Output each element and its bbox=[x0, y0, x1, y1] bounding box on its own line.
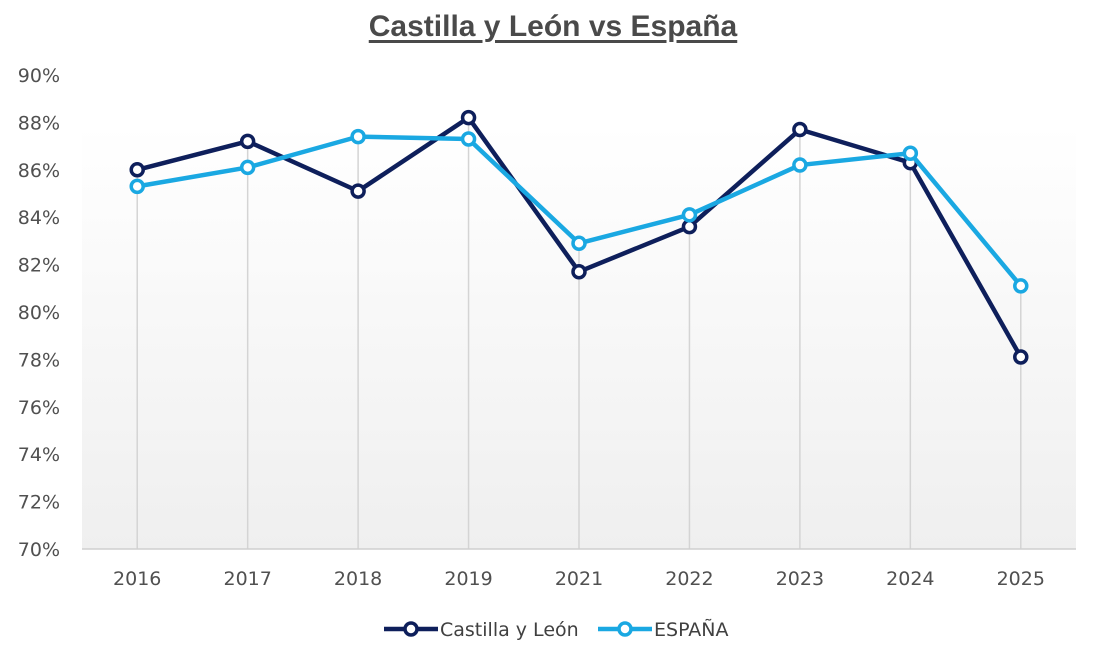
data-point bbox=[239, 159, 256, 176]
data-point bbox=[571, 263, 587, 280]
legend-item: ESPAÑA bbox=[598, 618, 729, 641]
x-tick-label: 2018 bbox=[334, 568, 382, 590]
gridlines bbox=[136, 117, 1022, 549]
data-point bbox=[1013, 278, 1029, 294]
y-tick-label: 90% bbox=[18, 65, 60, 87]
y-tick-label: 82% bbox=[18, 255, 60, 277]
data-point bbox=[129, 178, 145, 195]
legend-label: Castilla y León bbox=[440, 619, 579, 641]
chart-title: Castilla y León vs España bbox=[368, 10, 738, 43]
series bbox=[129, 109, 1029, 365]
x-tick-label: 2024 bbox=[886, 568, 934, 590]
data-point bbox=[571, 235, 587, 252]
legend-item: Castilla y León bbox=[384, 619, 579, 641]
series-2 bbox=[129, 128, 1029, 294]
x-tick-label: 2025 bbox=[997, 568, 1045, 590]
data-point bbox=[460, 109, 477, 126]
data-point bbox=[792, 121, 808, 138]
y-tick-label: 70% bbox=[18, 539, 60, 561]
y-tick-label: 80% bbox=[18, 302, 60, 324]
x-tick-label: 2019 bbox=[444, 568, 492, 590]
axes: 70% 72% 74% 76% 78% 80% 82% 84% 86% 88% 90% 2016 201… bbox=[18, 65, 1076, 590]
data-point bbox=[350, 128, 366, 145]
legend: Castilla y León ESPAÑA bbox=[384, 618, 729, 641]
data-point bbox=[129, 162, 145, 178]
y-tick-label: 78% bbox=[18, 349, 60, 371]
data-point bbox=[1013, 349, 1029, 365]
y-tick-label: 88% bbox=[18, 112, 60, 134]
legend-marker bbox=[617, 621, 633, 637]
y-tick-label: 86% bbox=[18, 160, 60, 182]
x-tick-label: 2016 bbox=[113, 568, 161, 590]
x-tick-label: 2023 bbox=[776, 568, 824, 590]
y-tick-label: 74% bbox=[18, 444, 60, 466]
data-point bbox=[350, 183, 366, 199]
y-tick-label: 72% bbox=[18, 492, 60, 514]
legend-marker bbox=[403, 621, 419, 637]
data-point bbox=[239, 133, 256, 150]
x-tick-label: 2017 bbox=[223, 568, 271, 590]
x-tick-label: 2021 bbox=[555, 568, 603, 590]
data-point bbox=[460, 131, 477, 147]
y-tick-label: 84% bbox=[18, 207, 60, 229]
data-point bbox=[902, 145, 919, 161]
data-point bbox=[681, 207, 698, 223]
legend-label: ESPAÑA bbox=[654, 618, 729, 641]
data-point bbox=[792, 157, 808, 173]
y-tick-label: 76% bbox=[18, 397, 60, 419]
x-tick-label: 2022 bbox=[665, 568, 713, 590]
